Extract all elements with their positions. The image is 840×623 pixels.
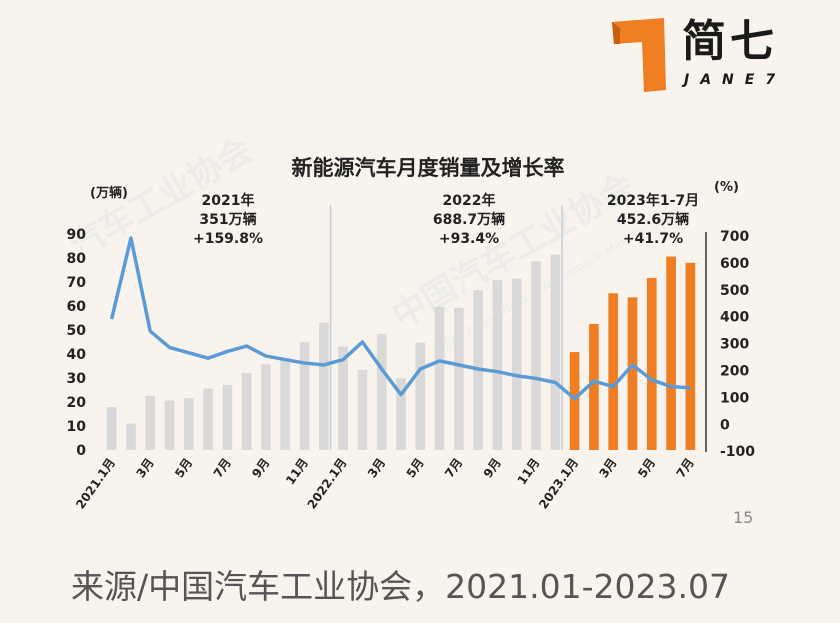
bar (126, 423, 136, 450)
bar (608, 293, 619, 450)
bar (550, 254, 561, 450)
bar (666, 256, 676, 450)
annotation-text: 351万辆 (199, 211, 256, 228)
x-tick-label: 7月 (674, 456, 697, 481)
x-tick-label: 7月 (442, 456, 465, 481)
bar (299, 342, 310, 450)
annotation-text: 688.7万辆 (433, 211, 505, 228)
bar (685, 262, 696, 450)
bar (454, 307, 464, 450)
bar (319, 322, 329, 450)
bar (183, 397, 194, 450)
annotation-text: +41.7% (623, 231, 683, 247)
bar (164, 400, 175, 450)
y-left-tick-label: 50 (67, 323, 87, 339)
line-series (109, 236, 691, 401)
bar (434, 306, 445, 450)
bar (338, 346, 348, 450)
y-left-tick-label: 40 (67, 347, 87, 363)
chart-title: 新能源汽车月度销量及增长率 (292, 156, 565, 180)
y-right-tick-label: 0 (720, 417, 730, 433)
y-left-tick-label: 20 (67, 395, 87, 411)
y-right-tick-label: 500 (720, 283, 749, 299)
y-left-tick-label: 80 (67, 251, 87, 267)
x-tick-label: 9月 (481, 456, 504, 481)
x-tick-label: 7月 (211, 456, 234, 481)
annotation-text: 2023年1-7月 (607, 192, 699, 209)
bar (396, 378, 406, 450)
annotation-text: 2021年 (202, 192, 255, 209)
x-tick-label: 11月 (515, 456, 543, 488)
bar (415, 342, 426, 450)
bar (492, 280, 503, 450)
bar (106, 407, 117, 450)
y-left-tick-label: 0 (76, 443, 86, 459)
bar (589, 324, 599, 450)
x-tick-label: 2021.1月 (73, 456, 118, 512)
x-tick-label: 5月 (172, 456, 195, 481)
y-right-tick-label: -100 (720, 444, 755, 460)
bar (511, 278, 522, 450)
y-left-unit: (万辆) (90, 185, 128, 201)
y-right-axis: 700 600 500 400 300 200 100 0 -100 (705, 229, 755, 460)
bar (280, 358, 291, 450)
y-right-tick-label: 300 (720, 337, 749, 353)
bar (222, 384, 233, 450)
y-right-tick-label: 200 (720, 364, 749, 380)
year-dividers (329, 205, 563, 450)
brand-name-cn: 简七 (682, 16, 778, 67)
x-tick-label: 3月 (365, 456, 388, 481)
x-tick-label: 5月 (635, 456, 658, 481)
y-left-tick-label: 30 (67, 371, 87, 387)
bar (357, 369, 368, 450)
x-tick-label: 2023.1月 (536, 456, 581, 512)
growth-rate-line (109, 236, 691, 401)
bar (569, 352, 580, 450)
bar (531, 261, 541, 450)
x-tick-label: 9月 (249, 456, 272, 481)
y-left-axis: 90 80 70 60 50 40 30 20 10 0 (67, 227, 87, 459)
y-right-tick-label: 400 (720, 310, 749, 326)
annotation-text: 2022年 (443, 192, 496, 209)
x-tick-label: 2022.1月 (305, 456, 350, 512)
x-tick-label: 5月 (404, 456, 427, 481)
y-left-tick-label: 90 (67, 227, 87, 243)
y-right-tick-label: 600 (720, 256, 749, 272)
logo-mark-icon (612, 18, 666, 92)
annotations: 2021年 351万辆 +159.8% 2022年 688.7万辆 +93.4% 2023年… (193, 192, 699, 247)
bar (627, 297, 638, 450)
annotation-text: 452.6万辆 (617, 211, 689, 228)
bar (376, 333, 387, 450)
y-left-tick-label: 10 (67, 419, 87, 435)
bar (261, 364, 271, 450)
source-caption: 来源/中国汽车工业协会，2021.01-2023.07 (71, 567, 730, 606)
y-right-tick-label: 700 (720, 229, 749, 245)
y-left-tick-label: 70 (67, 275, 87, 291)
y-right-tick-label: 100 (720, 390, 749, 406)
brand-logo: 简七 JANE7 (604, 14, 804, 96)
bar (145, 395, 156, 450)
bar (646, 277, 657, 450)
brand-name-en: JANE7 (684, 72, 787, 88)
annotation-text: +93.4% (439, 231, 499, 247)
x-tick-label: 11月 (283, 456, 311, 488)
x-tick-label: 3月 (597, 456, 620, 481)
y-left-tick-label: 60 (67, 299, 87, 315)
bar (203, 388, 213, 450)
x-tick-label: 3月 (134, 456, 157, 481)
annotation-text: +159.8% (193, 231, 263, 247)
bar (241, 372, 252, 450)
bar-series (106, 254, 696, 450)
page-number: 15 (733, 508, 754, 527)
y-right-unit: (%) (714, 180, 739, 195)
